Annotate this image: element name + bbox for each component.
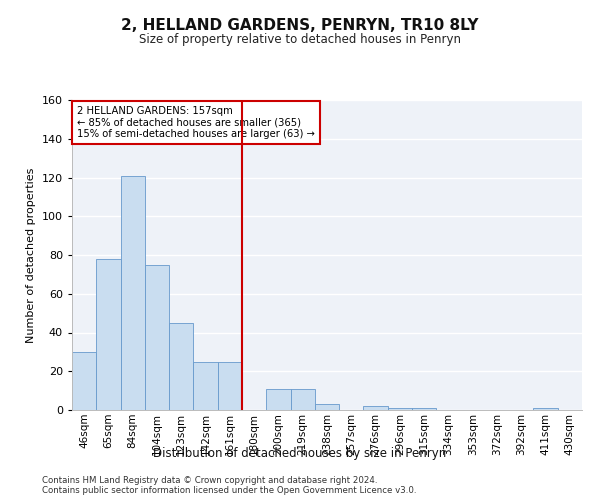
Text: Size of property relative to detached houses in Penryn: Size of property relative to detached ho… [139,32,461,46]
Bar [412,408,436,410]
Bar [72,352,96,410]
Text: Distribution of detached houses by size in Penryn: Distribution of detached houses by size … [154,448,446,460]
Bar [388,408,412,410]
Bar [96,259,121,410]
Bar [145,264,169,410]
Bar [364,406,388,410]
Bar [533,408,558,410]
Bar [266,388,290,410]
Text: 2, HELLAND GARDENS, PENRYN, TR10 8LY: 2, HELLAND GARDENS, PENRYN, TR10 8LY [121,18,479,32]
Bar [121,176,145,410]
Text: Contains HM Land Registry data © Crown copyright and database right 2024.
Contai: Contains HM Land Registry data © Crown c… [42,476,416,495]
Bar [169,323,193,410]
Bar [315,404,339,410]
Bar [290,388,315,410]
Bar [193,362,218,410]
Text: 2 HELLAND GARDENS: 157sqm
← 85% of detached houses are smaller (365)
15% of semi: 2 HELLAND GARDENS: 157sqm ← 85% of detac… [77,106,315,140]
Y-axis label: Number of detached properties: Number of detached properties [26,168,36,342]
Bar [218,362,242,410]
